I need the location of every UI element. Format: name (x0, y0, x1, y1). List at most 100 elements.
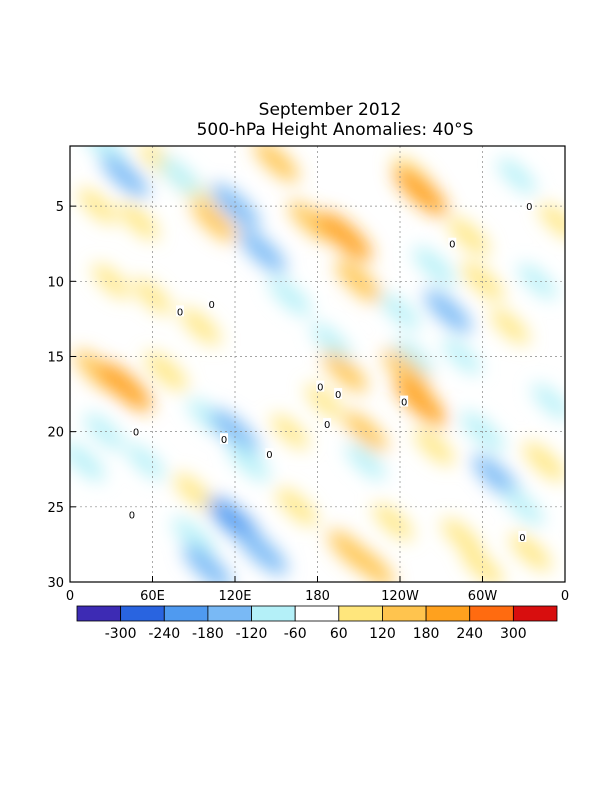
anomaly-cell-65 (538, 203, 565, 239)
anomaly-cell-9 (238, 229, 287, 274)
anomaly-cell-49 (383, 349, 431, 394)
colorbar-label-3: -120 (236, 626, 268, 642)
anomaly-cell-63 (441, 518, 482, 556)
colorbar-swatch-3 (207, 605, 252, 622)
contour-label-7: 0 (324, 420, 330, 431)
colorbar-label-6: 120 (369, 626, 396, 642)
anomaly-cell-48 (394, 338, 434, 375)
contour-label-3: 0 (208, 300, 214, 311)
y-tick-label-3: 20 (47, 426, 64, 441)
anomaly-cell-11 (253, 146, 299, 182)
colorbar-label-0: -300 (105, 626, 137, 642)
contour-label-bg-10 (265, 448, 274, 460)
anomaly-cell-58 (472, 454, 521, 499)
anomaly-cell-60 (531, 383, 565, 420)
contour-label-6: 0 (401, 398, 407, 409)
colorbar-swatch-9 (469, 605, 514, 622)
contour-label-1: 0 (449, 240, 455, 251)
anomaly-cell-19 (518, 263, 557, 300)
x-tick-label-3: 180 (305, 589, 330, 604)
anomaly-cell-36 (183, 544, 232, 582)
colorbar-swatch-10 (512, 605, 558, 622)
colorbar-label-5: 60 (330, 626, 348, 642)
anomaly-cell-53 (424, 289, 472, 334)
y-tick-label-2: 15 (47, 350, 64, 365)
anomaly-cell-10 (268, 276, 312, 316)
y-tick-label-4: 25 (47, 501, 64, 516)
anomaly-cell-44 (350, 546, 395, 582)
anomaly-cell-27 (70, 442, 105, 482)
x-axis: 0 60E 120E 180 120W 60W 0 (66, 576, 569, 604)
anomaly-cell-46 (373, 503, 414, 541)
colorbar-label-8: 240 (456, 626, 483, 642)
anomaly-cell-45 (345, 443, 386, 481)
anomaly-cell-1 (101, 154, 149, 198)
colorbar-label-2: -180 (192, 626, 224, 642)
colorbar-label-9: 300 (500, 626, 527, 642)
colorbar: -300 -240 -180 -120 -60 60 120 180 240 300 (76, 605, 558, 642)
anomaly-cell-18 (497, 158, 537, 194)
colorbar-label-1: -240 (148, 626, 180, 642)
anomaly-cell-6 (191, 200, 237, 242)
anomaly-cell-3 (118, 202, 159, 240)
x-tick-label-6: 0 (561, 589, 569, 604)
anomaly-cell-12 (288, 201, 333, 242)
colorbar-swatch-4 (251, 605, 296, 622)
anomaly-cell-29 (173, 473, 214, 511)
anomaly-cell-14 (335, 259, 382, 303)
anomaly-cell-32 (227, 442, 270, 482)
contour-label-bg-11 (127, 508, 136, 520)
anomaly-cell-52 (413, 246, 456, 286)
anomaly-cell-2 (78, 188, 117, 224)
colorbar-label-7: 180 (413, 626, 440, 642)
contour-label-bg-5 (334, 388, 343, 400)
contour-label-0: 0 (526, 202, 532, 213)
contour-label-9: 0 (221, 435, 227, 446)
anomaly-cell-7 (158, 156, 202, 196)
contour-label-5: 0 (335, 390, 341, 401)
y-axis: 5 10 15 20 25 30 (47, 200, 76, 591)
anomaly-cell-28 (126, 443, 165, 480)
contour-label-bg-3 (207, 297, 216, 309)
colorbar-swatch-7 (382, 605, 427, 622)
x-tick-label-4: 120W (381, 589, 419, 604)
contour-label-bg-0 (525, 200, 534, 212)
anomaly-cell-13 (318, 211, 372, 262)
chart-subtitle: 500-hPa Height Anomalies: 40°S (197, 120, 474, 140)
anomaly-cell-17 (448, 217, 490, 256)
anomaly-cell-62 (510, 532, 552, 571)
anomaly-cell-34 (237, 528, 288, 576)
contour-label-4: 0 (317, 383, 323, 394)
y-tick-label-5: 30 (47, 576, 64, 591)
contour-label-bg-4 (316, 380, 325, 392)
anomaly-cell-0 (82, 146, 127, 167)
anomaly-cell-51 (414, 428, 455, 466)
anomaly-cell-24 (145, 351, 188, 392)
x-tick-label-2: 120E (218, 589, 251, 604)
contour-label-bg-8 (132, 425, 140, 437)
anomaly-cell-41 (322, 350, 368, 393)
x-tick-label-0: 0 (66, 589, 74, 604)
contour-label-bg-7 (323, 418, 332, 430)
plot-area: 0 0 0 0 0 0 0 0 0 0 0 0 0 (69, 145, 566, 583)
anomaly-cell-39 (305, 384, 344, 419)
anomaly-cell-61 (523, 442, 565, 482)
contour-label-10: 0 (266, 450, 272, 461)
anomaly-cell-16 (393, 166, 448, 216)
anomaly-cell-40 (311, 323, 352, 360)
contour-label-2: 0 (177, 307, 183, 318)
contour-label-bg-9 (220, 433, 228, 445)
contour-label-12: 0 (519, 533, 525, 544)
colorbar-swatch-5 (294, 605, 340, 622)
contour-label-bg-2 (176, 305, 184, 317)
contour-label-11: 0 (129, 510, 135, 521)
anomaly-field (70, 146, 565, 582)
anomaly-cell-59 (503, 488, 544, 526)
colorbar-swatch-8 (425, 605, 471, 622)
anomaly-cell-26 (84, 413, 125, 451)
colorbar-swatch-0 (76, 605, 122, 622)
x-tick-label-5: 60W (468, 589, 498, 604)
anomaly-cell-50 (394, 377, 447, 426)
x-tick-label-1: 60E (140, 589, 165, 604)
